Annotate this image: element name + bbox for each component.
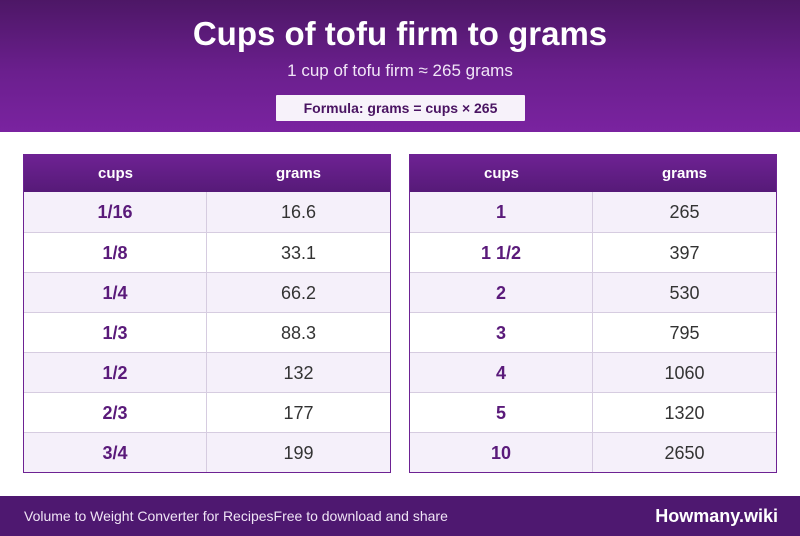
page-subtitle: 1 cup of tofu firm ≈ 265 grams [287, 61, 513, 80]
grams-cell: 88.3 [280, 323, 317, 343]
cups-cell: 1/4 [24, 273, 207, 312]
table-row: 1/3 88.3 [24, 312, 390, 352]
grams-cell: 530 [669, 283, 700, 303]
cups-cell: 4 [410, 353, 593, 392]
table-row: 2/3 177 [24, 392, 390, 432]
conversion-table-left: cups grams 1/16 16.6 1/8 33.1 1/4 66.2 1… [23, 154, 391, 473]
cups-cell: 2/3 [24, 393, 207, 432]
table-row: 4 1060 [410, 352, 776, 392]
brand-logo[interactable]: Howmany.wiki [655, 506, 778, 526]
column-header-grams: grams [661, 165, 708, 182]
table-row: 1/16 16.6 [24, 192, 390, 232]
grams-cell: 16.6 [280, 202, 317, 222]
page-title: Cups of tofu firm to grams [192, 15, 608, 52]
grams-cell: 177 [283, 403, 314, 423]
cups-cell: 1/3 [24, 313, 207, 352]
cups-cell: 3/4 [24, 433, 207, 472]
cups-cell: 1 [410, 192, 593, 232]
grams-cell: 795 [669, 323, 700, 343]
cups-cell: 3 [410, 313, 593, 352]
conversion-table-right: cups grams 1 265 1 1/2 397 2 530 3 795 4… [409, 154, 777, 473]
grams-cell: 66.2 [280, 283, 317, 303]
cups-cell: 1/8 [24, 233, 207, 272]
grams-cell: 1320 [664, 403, 705, 423]
table-row: 1/2 132 [24, 352, 390, 392]
cups-cell: 1 1/2 [410, 233, 593, 272]
column-header-cups: cups [97, 165, 133, 182]
table-row: 1/4 66.2 [24, 272, 390, 312]
table-row: 1 1/2 397 [410, 232, 776, 272]
table-row: 2 530 [410, 272, 776, 312]
table-row: 10 2650 [410, 432, 776, 472]
table-header: cups grams [410, 155, 776, 192]
formula-badge: Formula: grams = cups × 265 [276, 95, 525, 121]
grams-cell: 33.1 [280, 243, 317, 263]
footer-bar: Volume to Weight Converter for RecipesFr… [0, 496, 800, 536]
table-row: 3 795 [410, 312, 776, 352]
cups-cell: 1/2 [24, 353, 207, 392]
grams-cell: 199 [283, 443, 314, 463]
grams-cell: 397 [669, 243, 700, 263]
grams-cell: 265 [669, 202, 700, 222]
table-row: 5 1320 [410, 392, 776, 432]
grams-cell: 132 [283, 363, 314, 383]
footer-left-text: Volume to Weight Converter for Recipes [24, 508, 274, 524]
footer-middle-text: Free to download and share [273, 508, 448, 524]
table-header: cups grams [24, 155, 390, 192]
table-row: 1 265 [410, 192, 776, 232]
column-header-cups: cups [483, 165, 519, 182]
grams-cell: 2650 [664, 443, 705, 463]
column-header-grams: grams [275, 165, 322, 182]
grams-cell: 1060 [664, 363, 705, 383]
cups-cell: 2 [410, 273, 593, 312]
header-banner: Cups of tofu firm to grams 1 cup of tofu… [0, 0, 800, 132]
table-row: 1/8 33.1 [24, 232, 390, 272]
cups-cell: 5 [410, 393, 593, 432]
cups-cell: 1/16 [24, 192, 207, 232]
footer-caption: Volume to Weight Converter for RecipesFr… [24, 496, 448, 536]
table-row: 3/4 199 [24, 432, 390, 472]
cups-cell: 10 [410, 433, 593, 472]
